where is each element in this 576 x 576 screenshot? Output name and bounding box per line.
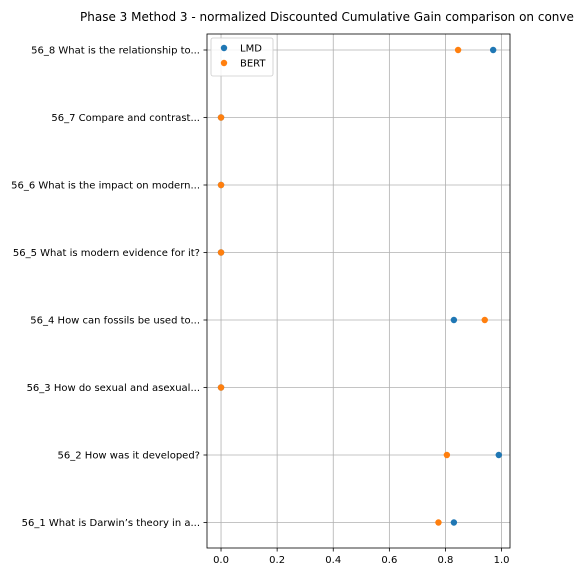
y-tick-label: 56_1 What is Darwin’s theory in a... <box>22 518 200 529</box>
x-tick-label: 1.0 <box>494 555 510 566</box>
point-lmd <box>450 519 458 526</box>
y-tick-label: 56_5 What is modern evidence for it? <box>13 248 200 259</box>
chart-title: Phase 3 Method 3 - normalized Discounted… <box>80 10 574 24</box>
point-bert <box>454 46 462 54</box>
axes-ticks: 0.0 0.2 0.4 0.6 0.8 1.0 56_1 What is Darwin’s … <box>11 46 509 567</box>
point-bert <box>481 316 488 324</box>
legend: LMD BERT <box>210 37 274 77</box>
point-bert <box>217 384 225 391</box>
series-layer <box>217 46 502 526</box>
y-tick-label: 56_7 Compare and contrast... <box>51 113 200 124</box>
series-bert <box>217 46 488 526</box>
point-bert <box>435 519 442 526</box>
legend-marker-bert <box>220 59 228 67</box>
y-tick-label: 56_6 What is the impact on modern... <box>11 181 200 192</box>
x-tick-label: 0.8 <box>438 555 454 566</box>
legend-marker-lmd <box>220 44 228 52</box>
x-tick-label: 0.6 <box>381 555 397 566</box>
y-tick-label: 56_4 How can fossils be used to... <box>30 316 200 327</box>
point-bert <box>443 451 451 459</box>
point-lmd <box>495 451 502 459</box>
point-lmd <box>450 316 458 324</box>
point-bert <box>217 114 225 121</box>
x-tick-label: 0.2 <box>269 555 285 566</box>
legend-label-lmd: LMD <box>240 44 262 55</box>
x-tick-label: 0.4 <box>325 555 341 566</box>
y-tick-label: 56_3 How do sexual and asexual... <box>27 383 200 394</box>
y-tick-label: 56_8 What is the relationship to... <box>31 46 200 57</box>
point-bert <box>217 181 225 189</box>
point-lmd <box>489 46 497 54</box>
plot-area <box>206 33 511 549</box>
point-bert <box>217 249 225 256</box>
legend-label-bert: BERT <box>240 59 266 70</box>
x-tick-label: 0.0 <box>213 555 229 566</box>
y-tick-label: 56_2 How was it developed? <box>58 451 200 462</box>
